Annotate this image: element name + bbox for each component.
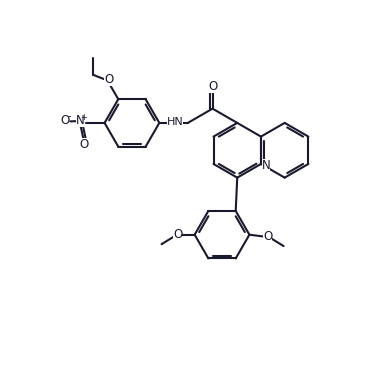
Text: O: O xyxy=(173,228,182,241)
Text: O: O xyxy=(104,73,114,86)
Text: O: O xyxy=(79,139,88,151)
Text: HN: HN xyxy=(167,117,183,127)
Text: -: - xyxy=(68,111,71,121)
Text: O: O xyxy=(209,80,218,93)
Text: +: + xyxy=(80,113,87,123)
Text: O: O xyxy=(60,114,69,127)
Text: O: O xyxy=(263,230,272,243)
Text: N: N xyxy=(262,159,270,171)
Text: N: N xyxy=(76,114,85,128)
